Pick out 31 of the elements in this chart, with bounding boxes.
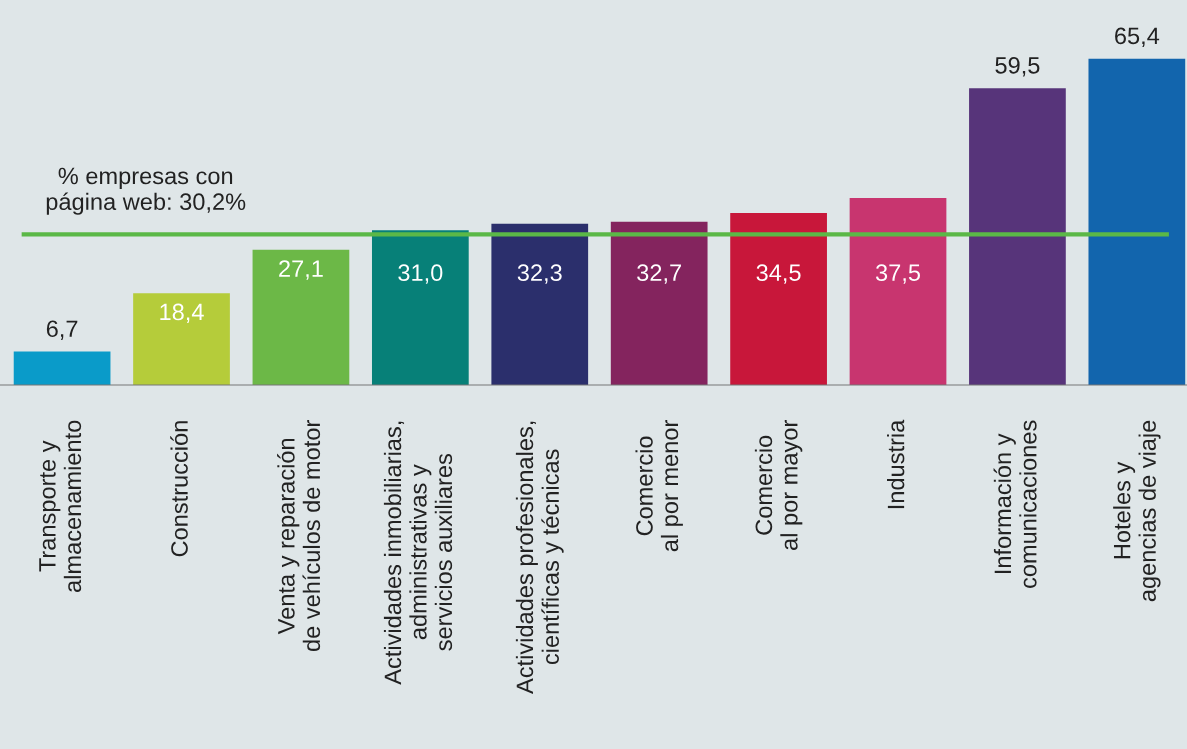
bar [730, 212, 827, 385]
bar [849, 197, 947, 385]
data-label: 59,5 [995, 56, 1040, 77]
x-tick-label: Construcción [170, 421, 188, 557]
bar [371, 230, 469, 385]
x-tick-label: Hoteles y agencias de viaje [1113, 420, 1161, 602]
x-tick-label: Venta y reparación de vehículos de motor [277, 420, 321, 651]
data-label: 37,5 [875, 264, 920, 284]
bar [969, 88, 1066, 385]
bar [1088, 58, 1186, 385]
x-tick-label: Actividades profesionales, científicas y técnicas [515, 421, 564, 694]
x-tick-label: Transporte y almacenamiento [39, 420, 82, 592]
x-tick-label: Comercio al por menor [635, 420, 683, 552]
x-tick-label: Comercio al por mayor [754, 420, 803, 550]
bar [491, 223, 589, 385]
data-label: 27,1 [279, 260, 323, 280]
bar [610, 221, 708, 385]
data-label: 6,7 [46, 320, 78, 340]
data-label: 31,0 [398, 264, 443, 284]
data-label: 32,3 [517, 264, 562, 284]
data-label: 65,4 [1115, 27, 1160, 48]
bar [252, 249, 350, 385]
bar [13, 351, 111, 385]
ref-line-label: % empresas con página web: 30,2% [46, 167, 246, 215]
x-tick-label: Actividades inmobiliarias, administrativas y servicios auxiliares [383, 421, 453, 685]
bar [133, 293, 230, 385]
x-tick-label: Información y comunicaciones [993, 420, 1037, 588]
data-label: 32,7 [637, 264, 681, 284]
data-label: 18,4 [160, 303, 204, 324]
data-label: 34,5 [756, 264, 801, 284]
x-tick-label: Industria [887, 419, 905, 509]
